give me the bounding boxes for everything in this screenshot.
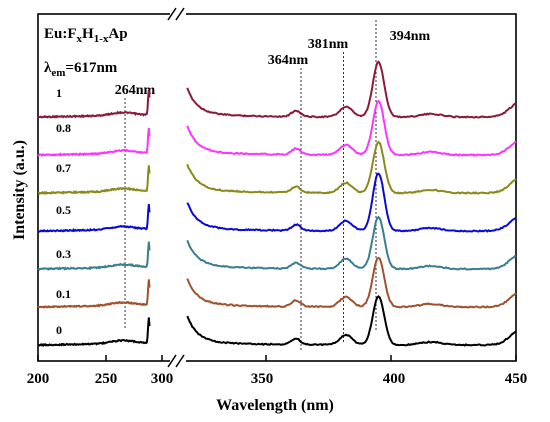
series-line-0.5 (37, 203, 151, 233)
x-tick-label: 200 (27, 371, 50, 387)
x-tick-label: 450 (505, 371, 528, 387)
x-tick-label: 400 (383, 371, 406, 387)
annotation-394: 394nm (390, 29, 431, 44)
annotation-264: 264nm (115, 83, 156, 98)
series-line-0.5 (186, 172, 517, 233)
series-line-0.8 (186, 99, 517, 157)
x-axis-title: Wavelength (nm) (216, 397, 334, 414)
series-line-0.1 (37, 279, 151, 309)
series-line-0.8 (37, 127, 151, 157)
series-label: 0.8 (56, 121, 71, 135)
series-label: 1 (56, 86, 62, 100)
annotation-lines (124, 20, 377, 352)
y-axis-title: Intensity (a.u.) (11, 140, 28, 240)
series-line-0.7 (37, 165, 151, 196)
x-tick-labels: 200 250 300 350 400 450 (27, 371, 528, 387)
series-line-0.3 (37, 241, 151, 271)
series-line-0.3 (186, 215, 517, 271)
series-label: 0.5 (56, 203, 71, 217)
series-label: 0.7 (56, 161, 71, 175)
series-line-0 (186, 294, 517, 347)
series-label: 0.1 (56, 287, 71, 301)
annotation-364: 364nm (268, 53, 309, 68)
x-tick-label: 250 (95, 371, 118, 387)
axis-break-bottom (167, 354, 186, 368)
sample-label: Eu:FxH1-xAp (44, 26, 128, 45)
axis-break-top (167, 7, 186, 21)
series-label: 0.3 (56, 247, 71, 261)
excitation-label: λem=617nm (44, 60, 118, 79)
x-tick-label: 300 (151, 371, 174, 387)
annotation-381: 381nm (308, 37, 349, 52)
series-line-1 (37, 90, 151, 119)
series-line-0.1 (186, 256, 517, 309)
x-tick-label: 350 (251, 371, 274, 387)
series-group: 1 0.8 0.7 0.5 0.3 0.1 0 (37, 60, 517, 347)
series-line-1 (186, 60, 517, 119)
series-label: 0 (56, 323, 62, 337)
series-line-0 (37, 317, 151, 347)
x-tick-marks (37, 355, 517, 361)
plot-frame (37, 13, 517, 362)
series-line-0.7 (186, 140, 517, 195)
